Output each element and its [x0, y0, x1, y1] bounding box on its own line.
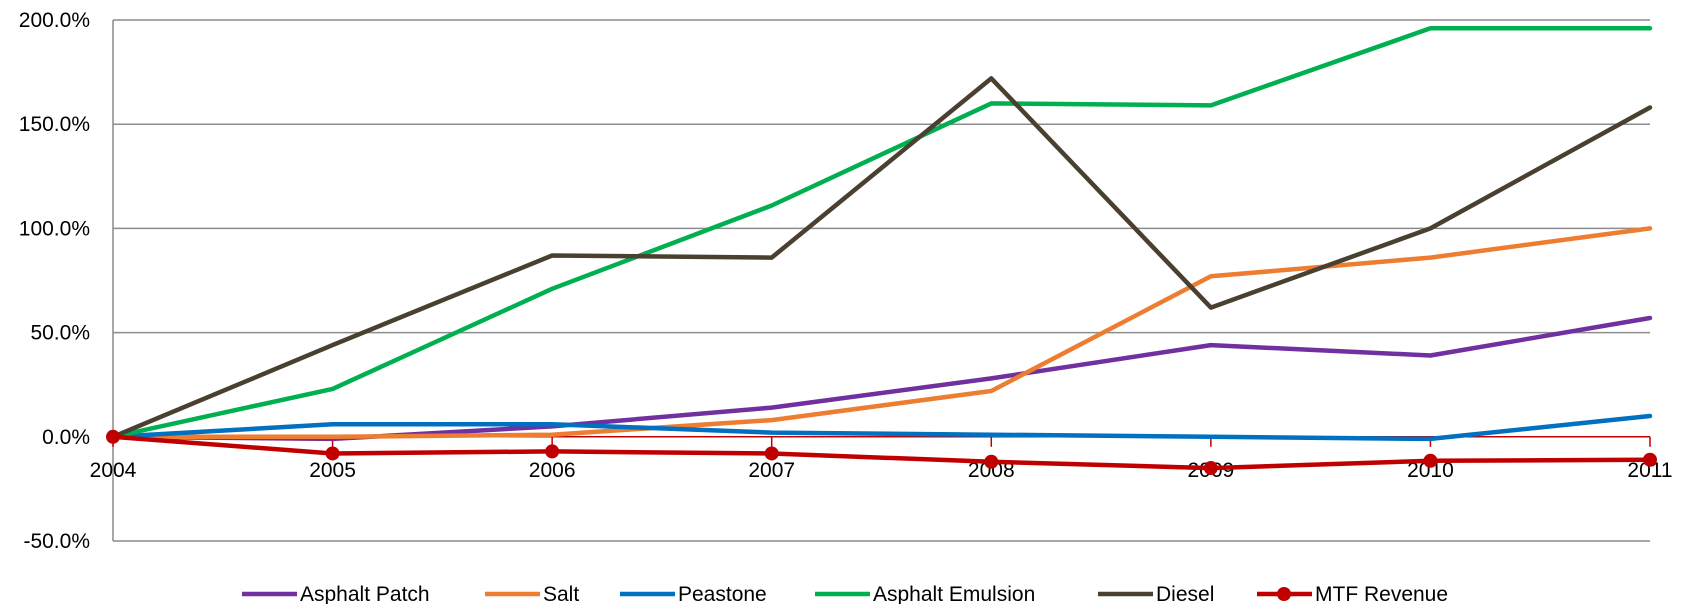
x-tick-label: 2007 [748, 459, 795, 482]
y-tick-label: -50.0% [23, 530, 90, 553]
legend-item-asphalt-patch: Asphalt Patch [242, 583, 430, 604]
series-line-diesel [110, 76, 1653, 440]
y-tick-label: 50.0% [30, 322, 90, 345]
legend-label: Diesel [1156, 583, 1214, 604]
x-tick-label: 2010 [1407, 459, 1454, 482]
y-axis: 200.0% 150.0% 100.0% 50.0% 0.0% -50.0% [19, 9, 114, 553]
legend-label: Peastone [678, 583, 767, 604]
y-tick-label: 200.0% [19, 9, 90, 32]
data-point [1643, 452, 1657, 467]
legend-item-diesel: Diesel [1098, 583, 1214, 604]
series-layer [106, 26, 1657, 476]
series-line-asphalt-emulsion [110, 26, 1653, 440]
legend-label: Asphalt Patch [300, 583, 430, 604]
legend-marker [1277, 587, 1291, 601]
data-point [764, 446, 779, 461]
x-tick-label: 2005 [309, 459, 356, 482]
x-tick-label: 2008 [968, 459, 1015, 482]
data-point [325, 446, 340, 461]
series-line-peastone [110, 413, 1653, 442]
y-tick-label: 150.0% [19, 113, 90, 136]
data-point [1423, 453, 1438, 468]
x-tick-label: 2011 [1627, 459, 1672, 482]
series-line-mtf-revenue [110, 434, 1653, 471]
legend-item-asphalt-emulsion: Asphalt Emulsion [815, 583, 1035, 604]
series-line-asphalt-patch [110, 315, 1653, 442]
data-point [1203, 461, 1218, 476]
legend-label: Salt [543, 583, 579, 604]
x-tick-label: 2004 [90, 459, 137, 482]
legend-item-salt: Salt [485, 583, 579, 604]
y-tick-label: 0.0% [42, 426, 90, 449]
legend-item-mtf-revenue: MTF Revenue [1257, 583, 1448, 604]
series-line-salt [110, 226, 1653, 440]
data-point [106, 429, 120, 444]
data-point [984, 454, 999, 469]
legend-label: Asphalt Emulsion [873, 583, 1035, 604]
legend-item-peastone: Peastone [620, 583, 767, 604]
legend-label: MTF Revenue [1315, 583, 1448, 604]
x-tick-label: 2006 [529, 459, 576, 482]
y-tick-label: 100.0% [19, 217, 90, 240]
data-point [545, 444, 560, 459]
legend: Asphalt Patch Salt Peastone Asphalt Emulsio… [242, 583, 1448, 604]
